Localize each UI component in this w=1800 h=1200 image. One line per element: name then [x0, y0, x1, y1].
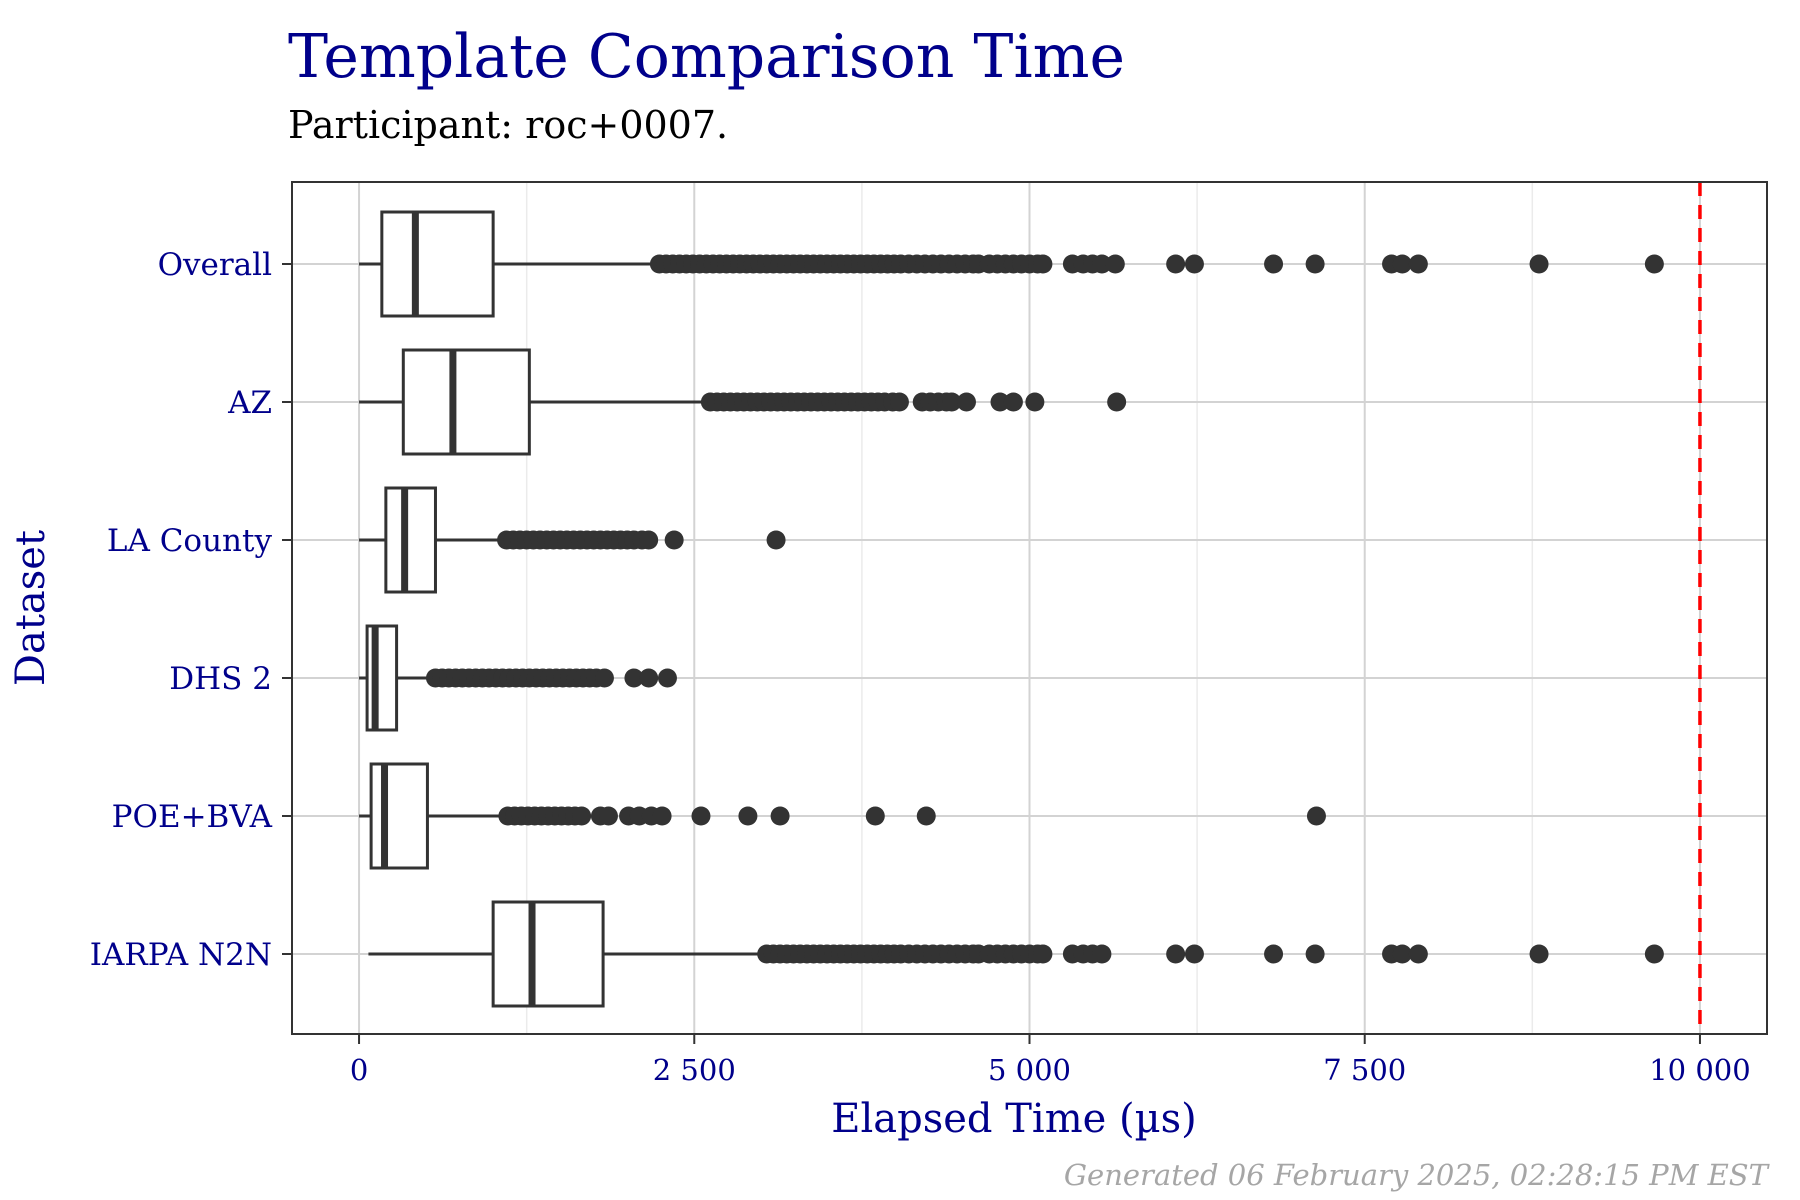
- y-tick-label: POE+BVA: [112, 799, 273, 835]
- box-group-poe-bva: [359, 762, 1326, 870]
- x-tick-label: 0: [350, 1053, 368, 1087]
- outlier-point: [1264, 944, 1284, 964]
- outlier-point: [594, 668, 614, 688]
- iqr-box: [365, 624, 399, 732]
- outlier-point: [1644, 254, 1664, 274]
- axis-layer: 0 2 500 5 000 7 500 10 000 Overall AZ LA County…: [90, 247, 1751, 1087]
- box-group-dhs-2: [359, 624, 677, 732]
- outlier-point: [1392, 254, 1412, 274]
- outlier-point: [664, 530, 684, 550]
- outlier-point: [889, 392, 909, 412]
- y-tick-label: AZ: [227, 385, 272, 421]
- outlier-point: [1166, 944, 1186, 964]
- y-tick-label: DHS 2: [169, 661, 272, 697]
- outlier-point: [1105, 254, 1125, 274]
- outlier-point: [990, 392, 1010, 412]
- outlier-point: [598, 806, 618, 826]
- iqr-box: [401, 348, 531, 456]
- iqr-box: [369, 762, 429, 870]
- outlier-point: [657, 668, 677, 688]
- outlier-point: [1306, 806, 1326, 826]
- outlier-point: [1025, 392, 1045, 412]
- outlier-point: [956, 392, 976, 412]
- outlier-point: [1408, 254, 1428, 274]
- outlier-point: [1092, 254, 1112, 274]
- outlier-point: [770, 806, 790, 826]
- outlier-point: [691, 806, 711, 826]
- x-axis-title: Elapsed Time (µs): [831, 1096, 1197, 1142]
- box-layer: [359, 210, 1664, 1008]
- outlier-point: [1184, 944, 1204, 964]
- outlier-point: [1408, 944, 1428, 964]
- box-group-la-county: [359, 486, 786, 594]
- y-tick-label: Overall: [158, 247, 272, 283]
- outlier-point: [639, 530, 659, 550]
- outlier-point: [652, 806, 672, 826]
- box-group-overall: [359, 210, 1664, 318]
- y-tick-label: LA County: [107, 523, 273, 559]
- iqr-box: [380, 210, 495, 318]
- y-axis-title: Dataset: [8, 530, 54, 686]
- chart-title: Template Comparison Time: [288, 22, 1126, 92]
- outlier-point: [916, 806, 936, 826]
- outlier-point: [639, 668, 659, 688]
- iqr-box: [384, 486, 437, 594]
- generated-caption: Generated 06 February 2025, 02:28:15 PM …: [1063, 1158, 1768, 1192]
- outlier-point: [1033, 944, 1053, 964]
- x-tick-label: 7 500: [1323, 1053, 1406, 1087]
- x-tick-label: 10 000: [1649, 1053, 1750, 1087]
- outlier-point: [865, 806, 885, 826]
- outlier-point: [1529, 944, 1549, 964]
- chart-subtitle: Participant: roc+0007.: [288, 103, 729, 147]
- box-group-iarpa-n2n: [368, 900, 1664, 1008]
- box-group-az: [359, 348, 1127, 456]
- outlier-point: [766, 530, 786, 550]
- y-tick-label: IARPA N2N: [90, 937, 272, 973]
- outlier-point: [1305, 944, 1325, 964]
- outlier-point: [1305, 254, 1325, 274]
- outlier-point: [1184, 254, 1204, 274]
- outlier-point: [624, 668, 644, 688]
- outlier-point: [1529, 254, 1549, 274]
- outlier-point: [1033, 254, 1053, 274]
- outlier-point: [738, 806, 758, 826]
- outlier-point: [1003, 392, 1023, 412]
- outlier-point: [572, 806, 592, 826]
- x-tick-label: 2 500: [653, 1053, 736, 1087]
- outlier-point: [1107, 392, 1127, 412]
- iqr-box: [491, 900, 605, 1008]
- outlier-point: [1264, 254, 1284, 274]
- outlier-point: [1166, 254, 1186, 274]
- outlier-point: [942, 392, 962, 412]
- outlier-point: [1392, 944, 1412, 964]
- outlier-point: [1092, 944, 1112, 964]
- outlier-point: [1644, 944, 1664, 964]
- x-tick-label: 5 000: [988, 1053, 1071, 1087]
